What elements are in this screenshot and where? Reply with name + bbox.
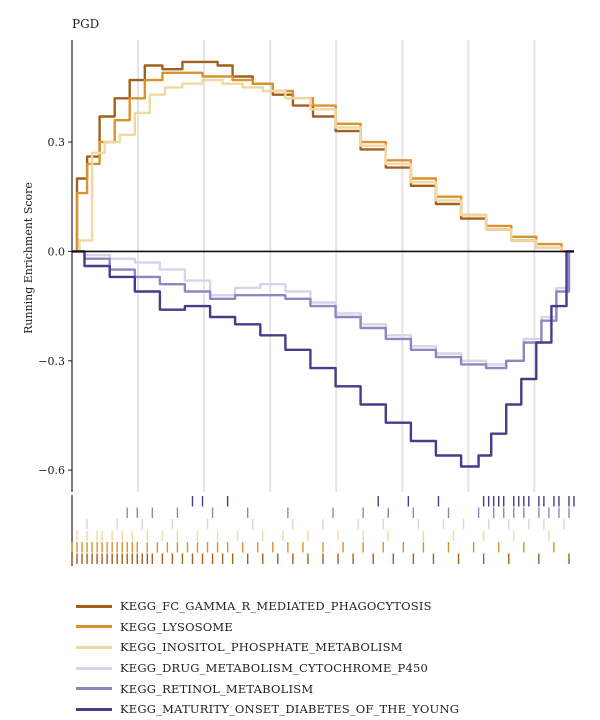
legend-label: KEGG_DRUG_METABOLISM_CYTOCHROME_P450: [120, 661, 429, 676]
legend-item: KEGG_FC_GAMMA_R_MEDIATED_PHAGOCYTOSIS: [76, 596, 459, 617]
enrichment-chart: PGD Running Enrichment Score 0.3 0.0 −0.3 −…: [22, 17, 575, 566]
series-line: [72, 250, 574, 366]
legend-item: KEGG_INOSITOL_PHOSPHATE_METABOLISM: [76, 637, 459, 658]
legend-label: KEGG_MATURITY_ONSET_DIABETES_OF_THE_YOUN…: [120, 702, 460, 717]
legend-label: KEGG_FC_GAMMA_R_MEDIATED_PHAGOCYTOSIS: [120, 599, 432, 614]
legend-item: KEGG_MATURITY_ONSET_DIABETES_OF_THE_YOUN…: [76, 699, 459, 720]
series-line: [72, 78, 574, 253]
legend-swatch: [76, 625, 112, 629]
y-tick-label: 0.0: [48, 245, 66, 258]
y-tick-label: −0.3: [38, 355, 65, 368]
legend-label: KEGG_RETINOL_METABOLISM: [120, 681, 314, 696]
series-line: [72, 60, 574, 253]
legend-swatch: [76, 666, 112, 670]
y-ticks: 0.3 0.0 −0.3 −0.6: [38, 136, 72, 477]
legend-swatch: [76, 645, 112, 649]
legend-swatch: [76, 687, 112, 691]
series-line: [72, 250, 574, 468]
axes: [71, 40, 574, 492]
y-axis-label: Running Enrichment Score: [22, 182, 35, 334]
legend-item: KEGG_RETINOL_METABOLISM: [76, 678, 459, 699]
chart-title: PGD: [72, 17, 99, 31]
chart-legend: KEGG_FC_GAMMA_R_MEDIATED_PHAGOCYTOSIS KEG…: [76, 596, 459, 720]
y-tick-label: 0.3: [48, 136, 66, 149]
legend-swatch: [76, 707, 112, 711]
legend-label: KEGG_INOSITOL_PHOSPHATE_METABOLISM: [120, 640, 403, 655]
gene-hit-rug: [71, 495, 575, 566]
legend-item: KEGG_LYSOSOME: [76, 617, 459, 638]
legend-swatch: [76, 604, 112, 608]
legend-label: KEGG_LYSOSOME: [120, 619, 233, 634]
series-line: [72, 250, 574, 370]
legend-item: KEGG_DRUG_METABOLISM_CYTOCHROME_P450: [76, 658, 459, 679]
series-line: [72, 71, 574, 253]
series-lines: [72, 60, 574, 468]
y-tick-label: −0.6: [38, 464, 65, 477]
